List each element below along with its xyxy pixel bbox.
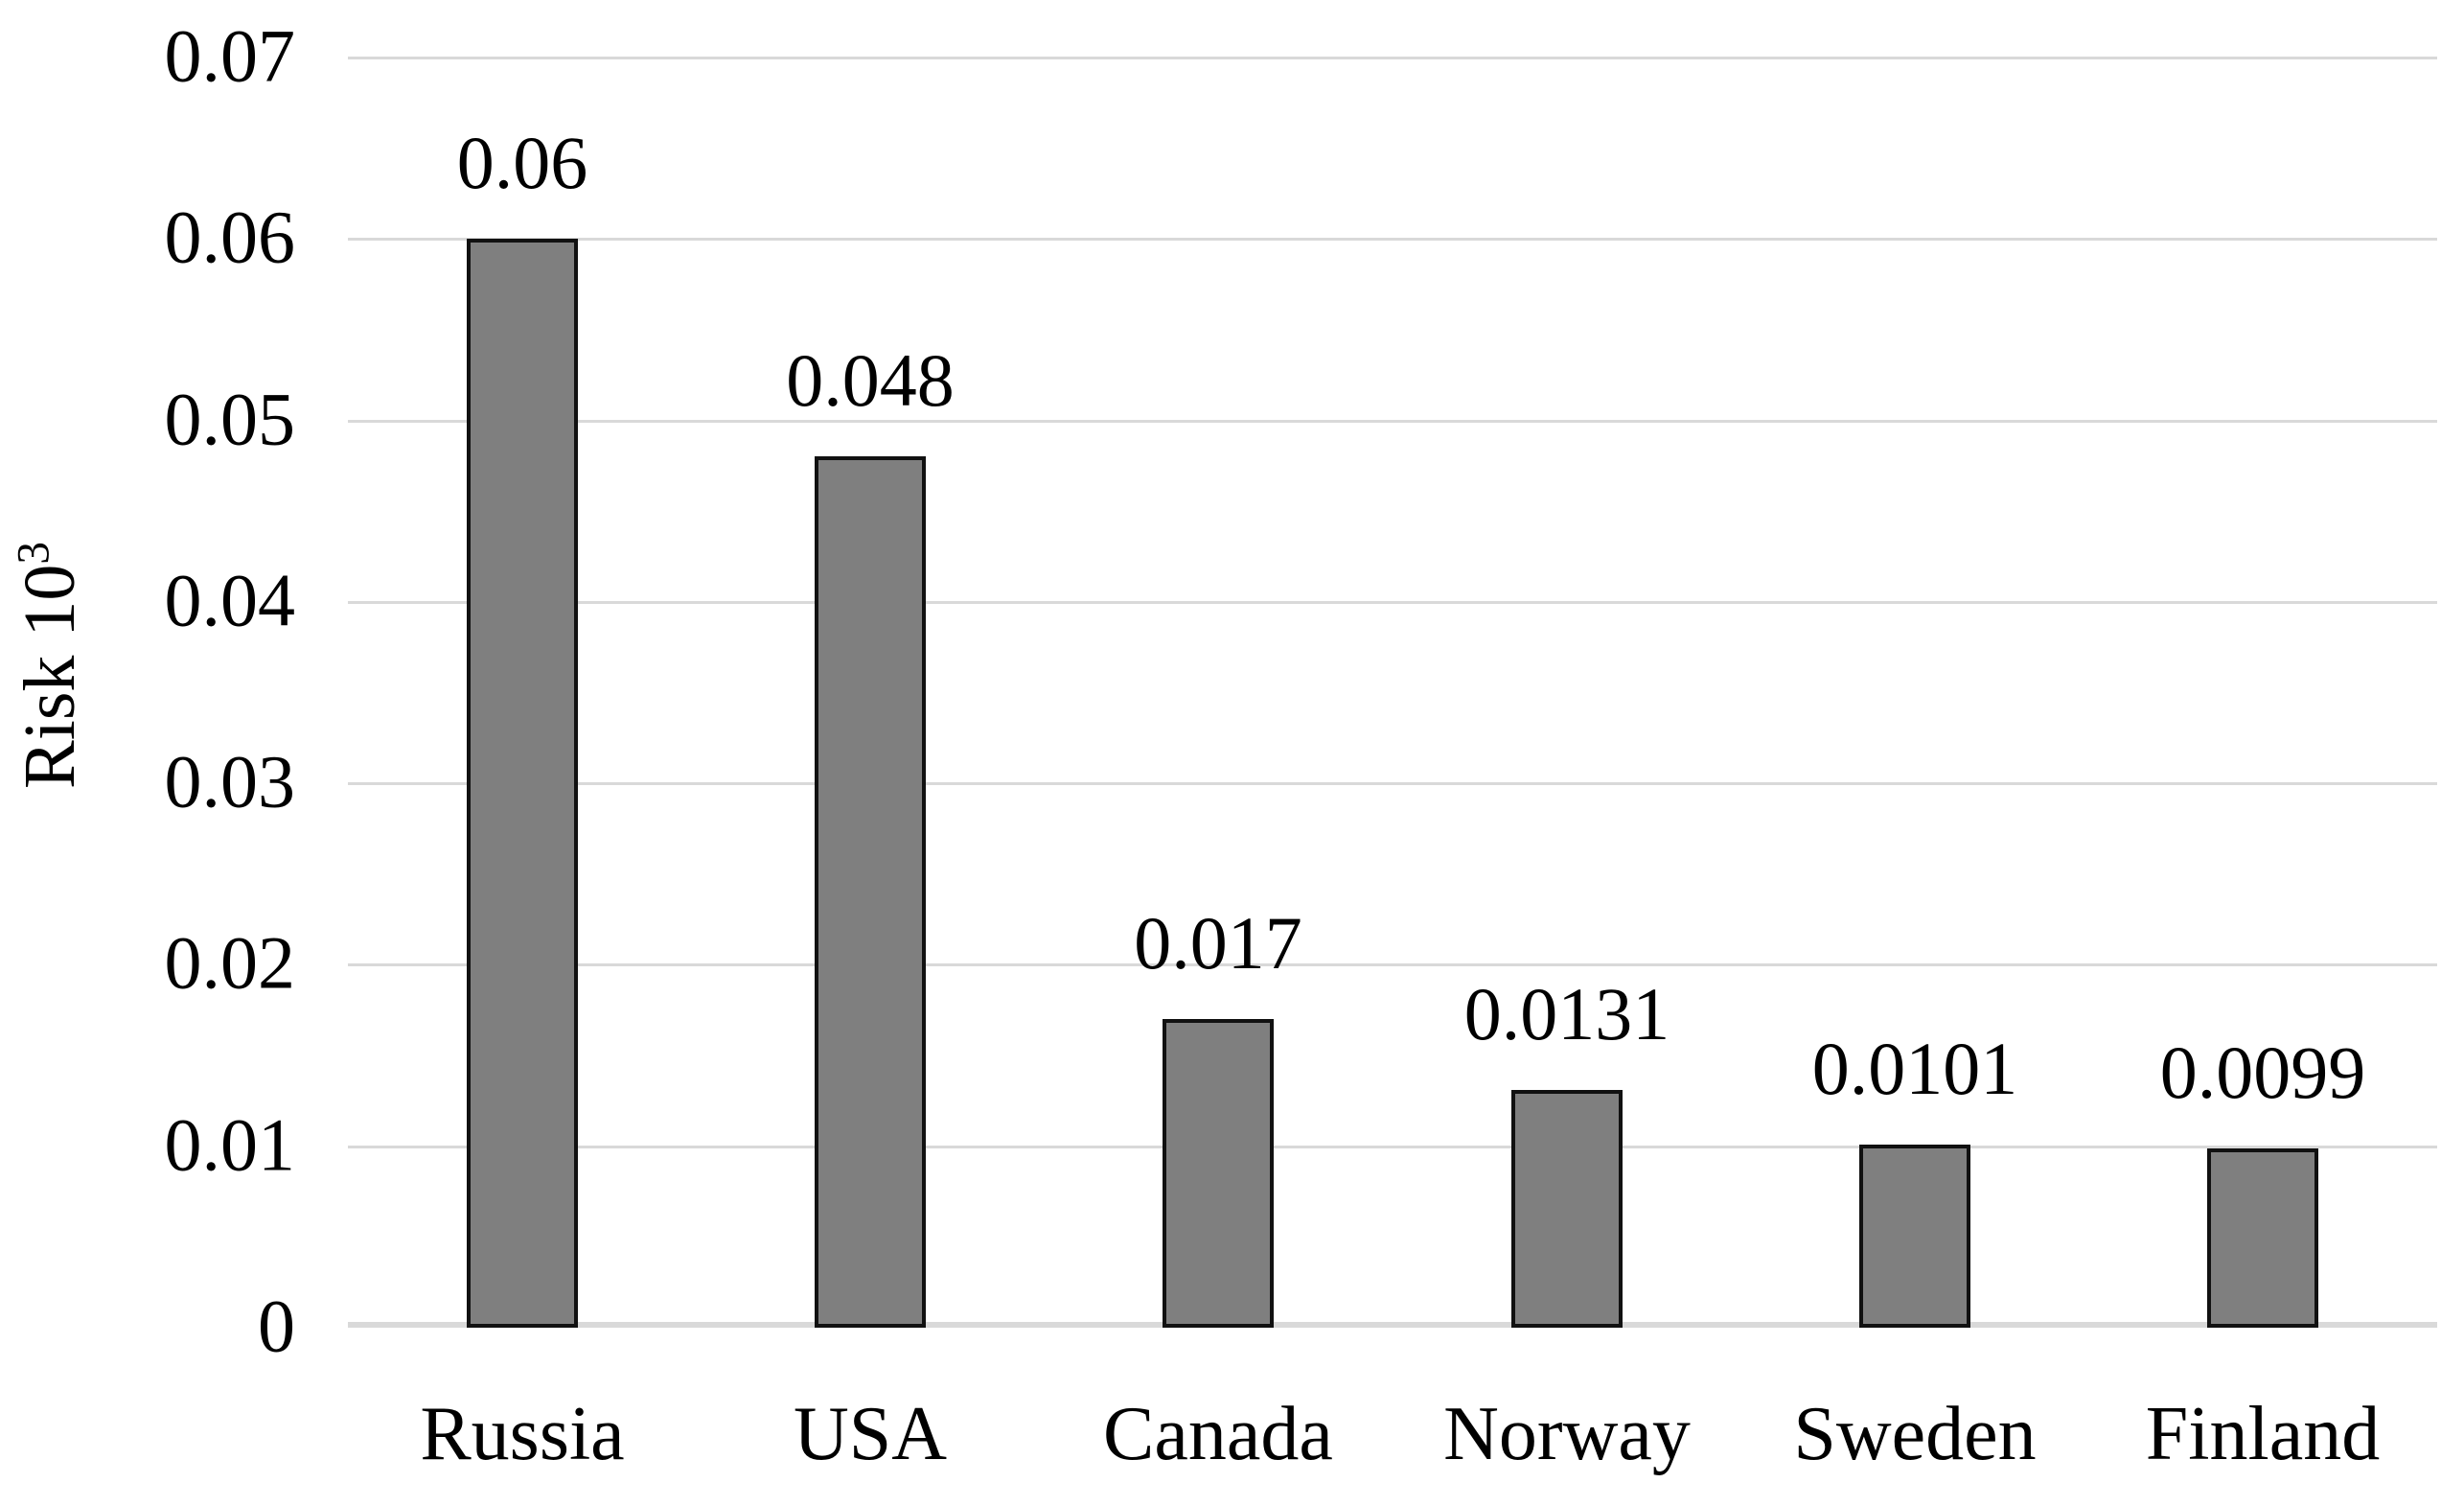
data-label-finland: 0.0099 [2159,1031,2366,1115]
gridline [348,601,2437,604]
y-tick-label: 0.07 [164,13,296,98]
bar-usa [815,456,926,1328]
y-axis: 0.07 0.06 0.05 0.04 0.03 0.02 0.01 0 [0,18,296,1363]
x-label-norway: Norway [1443,1392,1691,1476]
y-tick-label: 0.02 [164,920,296,1005]
gridline [348,238,2437,241]
y-tick-label: 0.01 [164,1102,296,1187]
y-tick-label: 0.05 [164,377,296,461]
bar-russia [467,239,578,1328]
gridline [348,1146,2437,1148]
gridline [348,57,2437,59]
x-label-russia: Russia [420,1392,625,1476]
plot-area: 0.06 0.048 0.017 0.0131 0.0101 0.0099 [348,57,2437,1328]
data-label-norway: 0.0131 [1463,972,1670,1056]
x-axis: Russia USA Canada Norway Sweden Finland [348,1392,2437,1497]
x-label-finland: Finland [2145,1392,2381,1476]
bar-sweden [1859,1145,1970,1328]
bar-finland [2207,1148,2318,1328]
x-label-usa: USA [793,1392,948,1476]
x-label-sweden: Sweden [1793,1392,2037,1476]
data-label-canada: 0.017 [1134,901,1302,985]
gridline [348,420,2437,423]
y-tick-label: 0.04 [164,558,296,642]
data-label-sweden: 0.0101 [1811,1027,2018,1111]
gridline [348,782,2437,785]
x-axis-baseline [348,1322,2437,1328]
gridline [348,963,2437,966]
x-label-canada: Canada [1103,1392,1333,1476]
y-tick-label: 0.06 [164,195,296,279]
data-label-russia: 0.06 [456,121,588,205]
y-tick-label: 0.03 [164,739,296,823]
data-label-usa: 0.048 [786,338,955,423]
y-tick-label: 0 [258,1284,295,1368]
bar-norway [1511,1090,1623,1328]
bar-canada [1163,1019,1274,1328]
